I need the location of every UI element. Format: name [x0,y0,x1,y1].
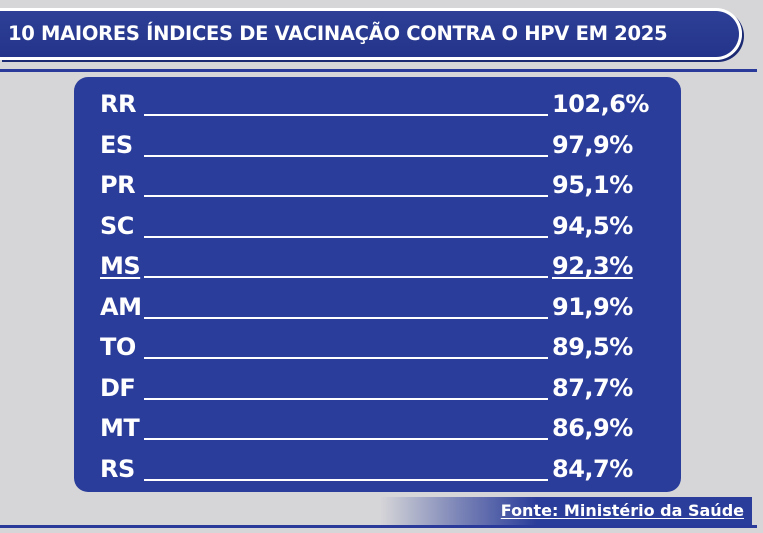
table-row: DF 87,7% [100,370,660,406]
leader-line [144,478,548,481]
table-row: PR 95,1% [100,167,660,203]
state-label: SC [100,211,134,240]
value-label: 102,6% [552,90,649,118]
leader-line [144,357,548,359]
state-label: AM [100,292,142,321]
value-label: 92,3% [552,252,633,280]
leader-line [144,114,548,116]
value-label: 87,7% [552,373,633,402]
ranking-panel: RR 102,6% ES 97,9% PR 95,1% SC 94,5% MS 92,3% AM 91… [74,77,681,492]
state-label: TO [100,333,136,361]
state-label: RR [100,90,136,118]
value-label: 97,9% [552,130,633,159]
top-divider [0,69,757,72]
chart-title: 10 MAIORES ÍNDICES DE VACINAÇÃO CONTRA O… [8,22,668,45]
state-label: DF [100,373,136,402]
leader-line [144,397,548,400]
leader-line [144,235,548,238]
table-row: AM 91,9% [100,289,660,325]
leader-line [144,276,548,278]
source-bar: Fonte: Ministério da Saúde [380,497,752,525]
state-label: PR [100,171,136,199]
value-label: 86,9% [552,414,633,442]
table-row: TO 89,5% [100,329,660,365]
table-row: ES 97,9% [100,127,660,163]
leader-line [144,316,548,319]
value-label: 94,5% [552,211,633,240]
source-label: Fonte: Ministério da Saúde [500,501,744,520]
table-row: RR 102,6% [100,86,660,122]
value-label: 91,9% [552,292,633,321]
state-label: ES [100,130,133,159]
value-label: 84,7% [552,454,633,483]
table-row: MT 86,9% [100,410,660,446]
value-label: 95,1% [552,171,633,199]
table-row: SC 94,5% [100,208,660,244]
leader-line [144,195,548,197]
state-label: MS [100,252,141,280]
table-row: MS 92,3% [100,248,660,284]
state-label: MT [100,414,140,442]
title-bar: 10 MAIORES ÍNDICES DE VACINAÇÃO CONTRA O… [0,8,742,60]
leader-line [144,154,548,157]
bottom-divider [0,525,757,528]
table-row: RS 84,7% [100,451,660,487]
leader-line [144,438,548,440]
state-label: RS [100,454,135,483]
value-label: 89,5% [552,333,633,361]
